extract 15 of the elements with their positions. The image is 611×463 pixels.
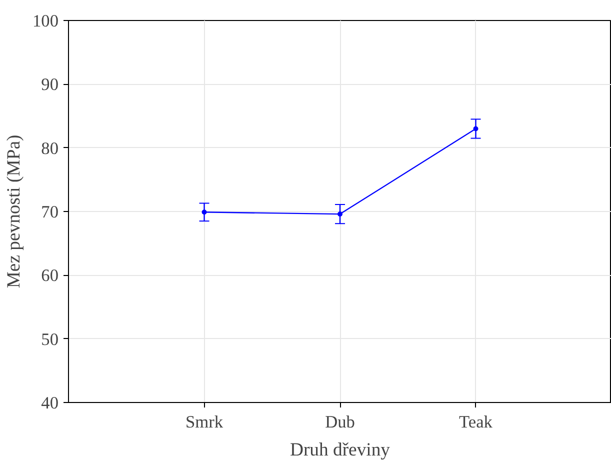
x-tick-label: Teak — [459, 412, 493, 432]
point — [338, 212, 342, 217]
y-tick-label: 60 — [41, 266, 58, 286]
y-tick-label: 90 — [41, 75, 58, 94]
y-tick-label: 80 — [41, 138, 58, 158]
x-tick-label: Dub — [325, 412, 355, 432]
y-tick-label: 40 — [41, 394, 58, 412]
point — [473, 126, 478, 132]
y-axis-title: Mez pevnosti (MPa) — [4, 134, 25, 288]
y-tick-label: 70 — [41, 202, 58, 222]
x-tick-label: Smrk — [185, 412, 224, 432]
y-tick-label: 50 — [41, 330, 58, 349]
y-tick-label: 100 — [32, 12, 59, 30]
x-axis-title: Druh dřeviny — [290, 440, 391, 460]
point — [202, 210, 207, 215]
